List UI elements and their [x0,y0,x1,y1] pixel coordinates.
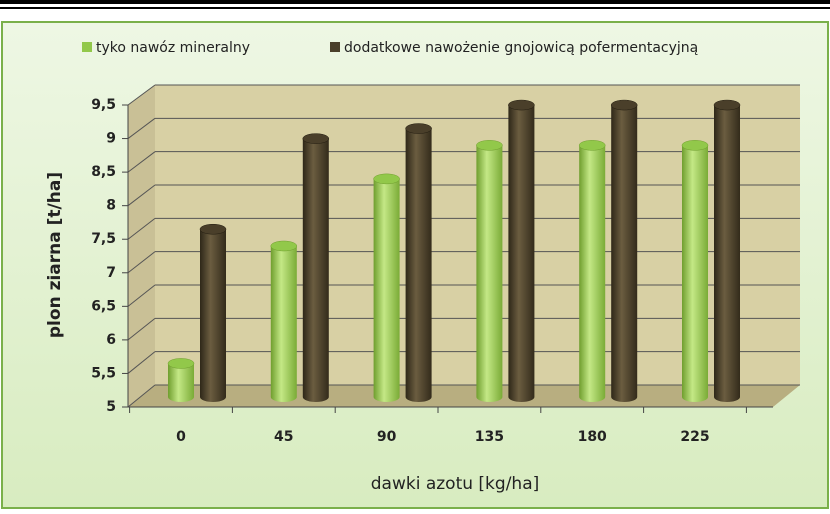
y-tick-label: 6 [106,332,116,348]
y-tick-label: 7 [106,265,116,281]
top-rule [0,0,830,4]
legend-swatch [82,42,92,52]
x-tick-label: 90 [377,429,397,445]
bar-body [373,178,400,402]
grid-line [127,284,156,307]
top-rule [0,7,830,9]
bar [476,140,503,403]
bar-body [579,145,606,403]
grid-line [127,151,156,173]
bar [508,99,535,403]
x-axis-label: dawki azotu [kg/ha] [371,474,540,494]
bar-body [270,246,297,402]
bar-top [405,123,432,134]
y-tick-label: 9 [106,131,116,147]
bar [270,240,298,402]
grid-line [127,351,156,374]
grid-line [127,384,156,408]
bar [373,173,400,402]
bar-top [167,358,195,369]
bar-body [714,105,740,403]
y-tick-label: 8 [106,198,116,214]
bar [405,123,432,403]
x-tick-label: 135 [475,429,504,445]
grid-line [127,184,156,207]
grid-line [127,117,156,139]
bar-top [373,173,400,185]
grid-line [127,317,156,341]
bar-top [610,99,638,111]
y-tick-label: 8,5 [91,164,116,180]
x-tick-label: 225 [680,429,709,445]
bar-body [508,105,535,403]
bar-top [713,99,741,111]
bar-top [270,240,298,252]
y-tick-label: 5 [106,399,116,415]
x-tick-label: 45 [274,429,293,445]
y-tick-label: 7,5 [91,231,116,247]
bar [167,358,195,402]
bar [578,140,606,403]
bar-top [476,140,503,151]
x-tick-label: 0 [176,429,186,445]
bar-top [681,140,709,151]
y-tick-label: 6,5 [91,298,116,314]
bar-top [508,99,535,111]
bar-body [476,145,503,403]
bar-body [302,138,329,402]
bar-top [199,223,227,235]
bar [199,223,227,402]
x-tick-label: 180 [578,429,607,445]
bar-top [302,133,330,144]
y-tick-label: 9,5 [91,97,116,113]
y-axis-label: plon ziarna [t/ha] [45,172,65,338]
bar [302,133,330,402]
bar-top [578,140,606,151]
bar-body [611,105,638,403]
bar [610,99,638,403]
bar-body [682,145,708,403]
bar [681,140,709,403]
side-wall [128,85,155,407]
legend-label: tyko nawóz mineralny [96,40,250,56]
grid-line [127,84,156,106]
bar-body [168,363,194,402]
bar [713,99,741,403]
grid-line [127,251,156,274]
legend-swatch [330,42,340,52]
y-tick-label: 5,5 [91,365,116,381]
bar-body [200,229,226,402]
bar-body [405,128,432,403]
grid-line [127,217,156,240]
legend-label: dodatkowe nawożenie gnojowicą pofermenta… [344,40,698,56]
